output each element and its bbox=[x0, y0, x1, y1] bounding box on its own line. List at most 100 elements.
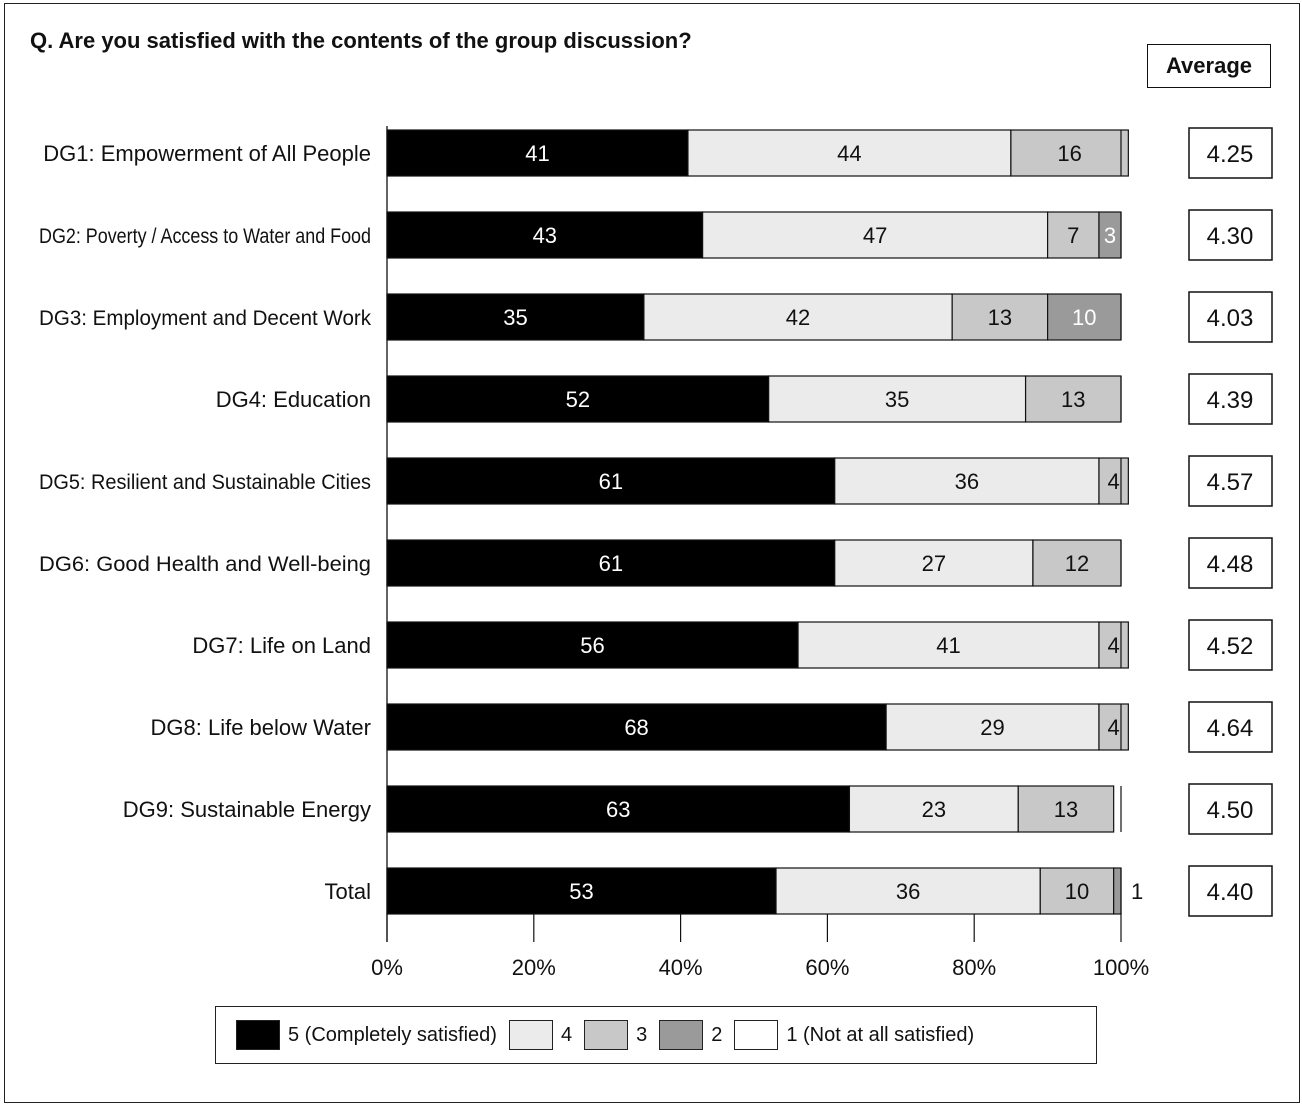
chart-title: Q. Are you satisfied with the contents o… bbox=[30, 28, 692, 53]
data-label: 7 bbox=[1067, 223, 1079, 248]
data-label: 41 bbox=[936, 633, 960, 658]
average-box bbox=[1188, 701, 1273, 753]
legend-item: 4 bbox=[508, 1020, 573, 1050]
average-box bbox=[1188, 127, 1273, 179]
data-label: 29 bbox=[980, 715, 1004, 740]
average-box bbox=[1188, 537, 1273, 589]
average-header: Average bbox=[1147, 44, 1271, 88]
bar-segment bbox=[386, 867, 777, 915]
average-value: 4.30 bbox=[1207, 223, 1254, 250]
bar-segment bbox=[1046, 293, 1122, 341]
data-label: 10 bbox=[1072, 305, 1096, 330]
data-label: 68 bbox=[624, 715, 648, 740]
bar-segment bbox=[386, 375, 770, 423]
legend-label: 1 (Not at all satisfied) bbox=[786, 1023, 975, 1046]
category-label: DG4: Education bbox=[216, 387, 371, 412]
data-label: 56 bbox=[580, 633, 604, 658]
average-value: 4.39 bbox=[1207, 387, 1254, 414]
legend-swatch bbox=[236, 1020, 280, 1050]
category-label: DG5: Resilient and Sustainable Cities bbox=[39, 471, 371, 494]
bar-segment bbox=[834, 457, 1100, 505]
average-value: 4.64 bbox=[1207, 715, 1254, 742]
data-label: 41 bbox=[525, 141, 549, 166]
legend-swatch bbox=[659, 1020, 704, 1050]
category-label: Total bbox=[325, 879, 371, 904]
average-value: 4.57 bbox=[1207, 469, 1254, 496]
outside-data-label: 1 bbox=[1131, 879, 1143, 904]
bar-segment bbox=[1113, 867, 1122, 915]
data-label: 13 bbox=[1061, 387, 1085, 412]
average-box bbox=[1188, 455, 1273, 507]
data-label: 23 bbox=[922, 797, 946, 822]
data-label: 61 bbox=[599, 469, 623, 494]
bar-segment bbox=[848, 785, 1019, 833]
bar-segment bbox=[1017, 785, 1115, 833]
average-box bbox=[1188, 373, 1273, 425]
data-label: 3 bbox=[1104, 223, 1116, 248]
bar-segment bbox=[1024, 375, 1122, 423]
x-tick-label: 0% bbox=[371, 955, 403, 980]
data-label: 53 bbox=[569, 879, 593, 904]
data-label: 52 bbox=[566, 387, 590, 412]
average-value: 4.25 bbox=[1207, 141, 1254, 168]
data-label: 13 bbox=[988, 305, 1012, 330]
average-box bbox=[1188, 209, 1273, 261]
data-label: 35 bbox=[503, 305, 527, 330]
bar-segment bbox=[687, 129, 1012, 177]
data-label: 4 bbox=[1108, 715, 1120, 740]
average-value: 4.48 bbox=[1207, 551, 1254, 578]
average-value: 4.50 bbox=[1207, 797, 1254, 824]
legend-item: 2 bbox=[659, 1020, 722, 1050]
legend-label: 4 bbox=[560, 1023, 573, 1046]
category-label: DG1: Empowerment of All People bbox=[43, 141, 371, 166]
data-label: 44 bbox=[837, 141, 861, 166]
bar-segment bbox=[386, 129, 689, 177]
data-label: 61 bbox=[599, 551, 623, 576]
data-label: 16 bbox=[1057, 141, 1081, 166]
bar-segment bbox=[386, 621, 799, 669]
legend-swatch bbox=[508, 1020, 553, 1050]
bar-segment bbox=[1046, 211, 1100, 259]
data-label: 36 bbox=[896, 879, 920, 904]
average-value: 4.52 bbox=[1207, 633, 1254, 660]
data-label: 4 bbox=[1108, 633, 1120, 658]
category-label: DG8: Life below Water bbox=[151, 715, 372, 740]
bar-segment bbox=[386, 785, 851, 833]
data-label: 35 bbox=[885, 387, 909, 412]
bar-segment bbox=[1098, 457, 1129, 505]
average-box bbox=[1188, 783, 1273, 835]
data-label: 12 bbox=[1065, 551, 1089, 576]
data-label: 27 bbox=[922, 551, 946, 576]
data-label: 36 bbox=[955, 469, 979, 494]
x-tick-label: 40% bbox=[659, 955, 703, 980]
bar-segment bbox=[1098, 703, 1129, 751]
data-label: 42 bbox=[786, 305, 810, 330]
data-label: 47 bbox=[863, 223, 887, 248]
bar-segment bbox=[1039, 867, 1115, 915]
legend-swatch bbox=[584, 1020, 629, 1050]
legend-label: 2 bbox=[711, 1023, 723, 1046]
category-label: DG2: Poverty / Access to Water and Food bbox=[39, 225, 371, 248]
data-label: 13 bbox=[1054, 797, 1078, 822]
bar-segment bbox=[775, 867, 1041, 915]
bar-segment bbox=[386, 703, 887, 751]
bar-segment bbox=[885, 703, 1100, 751]
bar-segment bbox=[386, 293, 645, 341]
bar-segment bbox=[1098, 621, 1129, 669]
average-box bbox=[1188, 291, 1273, 343]
legend-label: 3 bbox=[636, 1023, 648, 1046]
bar-segment bbox=[834, 539, 1034, 587]
data-label: 63 bbox=[606, 797, 630, 822]
bar-segment bbox=[768, 375, 1027, 423]
category-label: DG7: Life on Land bbox=[192, 633, 371, 658]
data-label: 4 bbox=[1108, 469, 1120, 494]
bar-segment bbox=[1010, 129, 1129, 177]
bar-segment bbox=[386, 539, 836, 587]
legend-swatch bbox=[734, 1020, 779, 1050]
average-box bbox=[1188, 619, 1273, 671]
data-label: 43 bbox=[533, 223, 557, 248]
average-value: 4.40 bbox=[1207, 879, 1254, 906]
bar-segment bbox=[1032, 539, 1122, 587]
legend-item: 5 (Completely satisfied) bbox=[236, 1020, 497, 1050]
